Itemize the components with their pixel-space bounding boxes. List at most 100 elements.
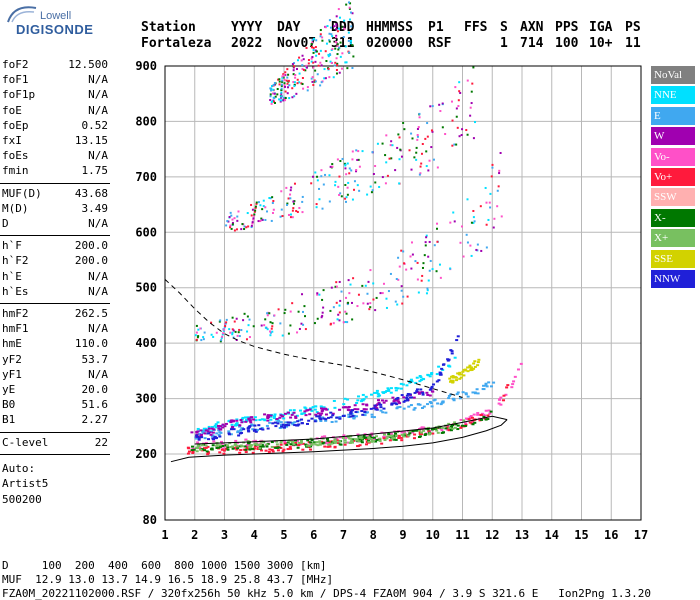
echo-point: [251, 428, 255, 431]
echo-point: [336, 62, 339, 65]
logo-arc-icon: [7, 6, 37, 23]
echo-point: [235, 418, 239, 421]
echo-point: [453, 421, 457, 424]
param-separator: [0, 235, 110, 237]
header-label: DAY: [277, 20, 301, 35]
echo-point: [416, 278, 419, 281]
echo-point: [332, 76, 335, 79]
echo-point: [348, 18, 351, 21]
echo-point: [202, 430, 206, 433]
echo-point: [441, 368, 445, 371]
echo-point: [263, 413, 267, 416]
echo-point: [286, 202, 289, 205]
echo-point: [297, 310, 300, 313]
echo-point: [478, 419, 482, 422]
echo-point: [453, 220, 456, 223]
echo-point: [448, 426, 452, 429]
echo-point: [316, 292, 319, 295]
echo-point: [329, 60, 332, 63]
echo-point: [405, 394, 409, 397]
echo-point: [307, 62, 310, 65]
echo-point: [306, 422, 310, 425]
echo-point: [336, 439, 340, 442]
echo-point: [392, 400, 396, 403]
echo-point: [403, 432, 407, 435]
echo-point: [342, 434, 346, 437]
echo-point: [409, 380, 413, 383]
echo-point: [317, 412, 321, 415]
echo-point: [399, 148, 402, 151]
echo-point: [416, 261, 419, 264]
echo-point: [306, 86, 309, 89]
echo-point: [356, 445, 360, 448]
echo-point: [196, 444, 200, 447]
echo-point: [231, 316, 234, 319]
echo-point: [264, 206, 267, 209]
echo-point: [270, 89, 273, 92]
echo-point: [420, 426, 424, 429]
echo-point: [421, 428, 425, 431]
echo-point: [355, 169, 358, 172]
echo-point: [252, 440, 256, 443]
echo-point: [399, 382, 403, 385]
echo-point: [301, 310, 304, 313]
echo-point: [347, 301, 350, 304]
echo-point: [284, 99, 287, 102]
echo-point: [490, 175, 493, 178]
echo-point: [273, 97, 276, 100]
echo-point: [335, 15, 338, 18]
echo-point: [310, 443, 314, 446]
echo-point: [287, 213, 290, 216]
echo-point: [251, 221, 254, 224]
echo-point: [330, 62, 333, 65]
echo-point: [258, 418, 262, 421]
echo-point: [402, 435, 406, 438]
echo-point: [321, 416, 325, 419]
echo-point: [425, 165, 428, 168]
echo-point: [259, 445, 263, 448]
echo-point: [259, 204, 262, 207]
echo-point: [291, 423, 295, 426]
echo-point: [420, 162, 423, 165]
header-label: Station: [141, 20, 196, 35]
y-tick-label: 400: [135, 336, 157, 350]
echo-point: [246, 443, 250, 446]
echo-point: [295, 210, 298, 213]
header-value: 311: [331, 36, 355, 51]
muf-dashed-line: [164, 279, 463, 398]
echo-point: [357, 395, 361, 398]
legend-item: NoVal: [651, 66, 695, 84]
echo-point: [239, 449, 243, 452]
echo-point: [352, 417, 356, 420]
echo-point: [284, 421, 288, 424]
echo-point: [293, 424, 297, 427]
echo-point: [235, 228, 238, 231]
echo-point: [349, 437, 353, 440]
echo-point: [358, 438, 362, 441]
echo-point: [454, 423, 458, 426]
echo-point: [493, 217, 496, 220]
echo-point: [272, 88, 275, 91]
echo-point: [368, 435, 372, 438]
echo-point: [340, 195, 343, 198]
echo-point: [383, 433, 387, 436]
echo-point: [295, 92, 298, 95]
echo-point: [314, 443, 318, 446]
echo-point: [469, 114, 472, 117]
echo-point: [344, 320, 347, 323]
echo-point: [255, 428, 259, 431]
echo-point: [394, 389, 398, 392]
echo-point: [427, 430, 431, 433]
echo-point: [374, 440, 378, 443]
echo-point: [204, 446, 208, 449]
echo-point: [466, 366, 470, 369]
echo-point: [217, 424, 221, 427]
echo-point: [475, 248, 478, 251]
echo-point: [467, 418, 471, 421]
echo-point: [281, 423, 285, 426]
echo-point: [316, 179, 319, 182]
echo-point: [226, 446, 230, 449]
echo-point: [353, 404, 357, 407]
echo-point: [473, 365, 477, 368]
echo-point: [196, 447, 200, 450]
